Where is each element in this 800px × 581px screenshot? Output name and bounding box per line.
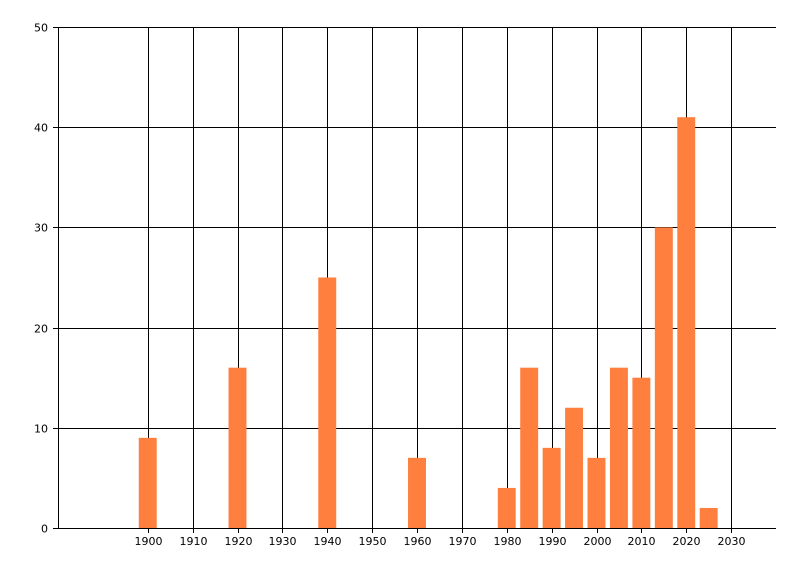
x-tick-label: 2010 (628, 535, 656, 548)
x-tick-label: 2030 (718, 535, 746, 548)
x-tick-label: 2000 (584, 535, 612, 548)
bar (677, 117, 696, 529)
bar (138, 437, 157, 528)
x-tick-label: 1950 (359, 535, 387, 548)
x-tick-label: 1940 (314, 535, 342, 548)
bar (699, 507, 718, 528)
bar (228, 367, 247, 528)
bar (587, 457, 606, 528)
x-tick-label: 1900 (135, 535, 163, 548)
y-tick-label: 20 (34, 323, 48, 336)
axes (53, 27, 776, 533)
bar (565, 407, 584, 528)
bar (497, 487, 516, 528)
y-tick-label: 50 (34, 22, 48, 35)
bar (542, 447, 561, 528)
x-tick-label: 1910 (180, 535, 208, 548)
x-tick-label: 1980 (494, 535, 522, 548)
bars (138, 117, 718, 529)
x-tick-label: 1990 (539, 535, 567, 548)
bar (520, 367, 539, 528)
x-tick-labels: 1900 1910 1920 1930 1940 1950 1960 1970 1980 1990… (135, 535, 746, 548)
x-tick-label: 1960 (404, 535, 432, 548)
y-tick-label: 40 (34, 122, 48, 135)
y-tick-labels: 0 10 20 30 40 50 (34, 22, 48, 536)
x-tick-label: 1970 (449, 535, 477, 548)
y-tick-label: 10 (34, 423, 48, 436)
bar (609, 367, 628, 528)
bar (318, 277, 337, 528)
x-tick-label: 1930 (269, 535, 297, 548)
bar (408, 457, 426, 528)
bar (654, 227, 673, 528)
y-tick-label: 30 (34, 222, 48, 235)
bar (632, 377, 651, 528)
x-tick-label: 1920 (225, 535, 253, 548)
y-tick-label: 0 (41, 523, 48, 536)
x-tick-label: 2020 (673, 535, 701, 548)
